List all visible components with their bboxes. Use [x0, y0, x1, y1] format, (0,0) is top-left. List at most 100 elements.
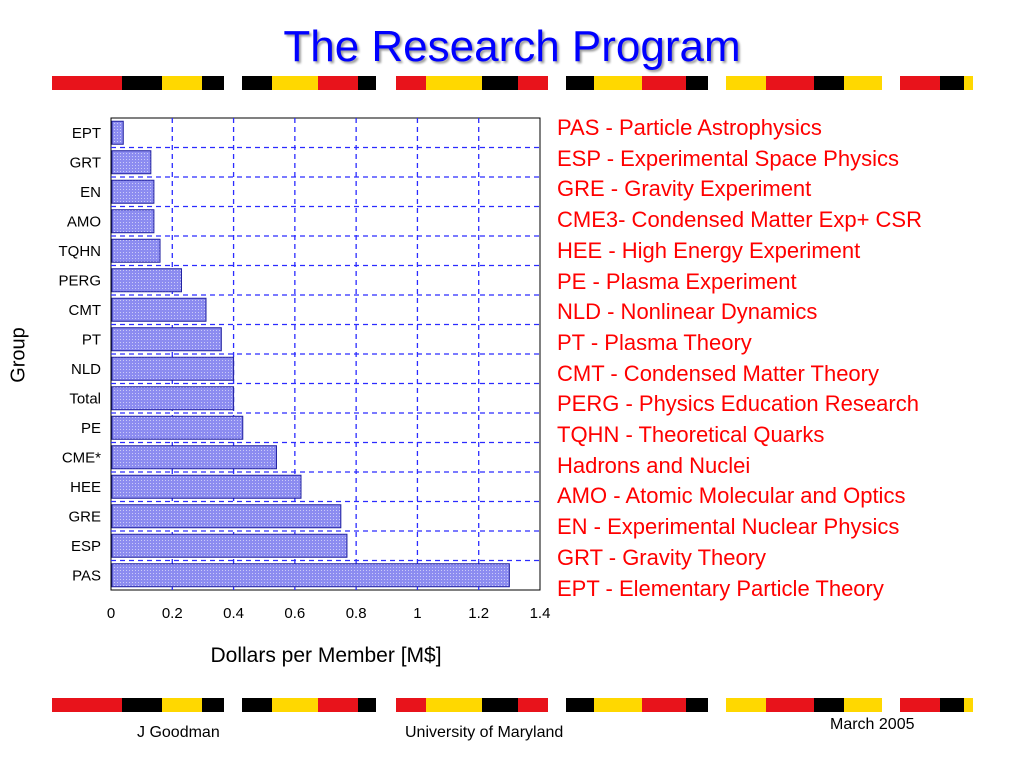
band-segment: [426, 698, 482, 712]
band-segment: [272, 698, 318, 712]
band-segment: [426, 76, 482, 90]
footer-organization: University of Maryland: [405, 724, 564, 741]
band-segment: [52, 76, 122, 90]
band-segment: [708, 76, 726, 90]
bar: [111, 504, 342, 529]
band-segment: [900, 698, 940, 712]
legend-entry: EPT - Elementary Particle Theory: [557, 575, 884, 601]
band-segment: [726, 698, 766, 712]
band-segment: [964, 698, 973, 712]
x-tick-label: 1: [413, 605, 421, 622]
x-tick-label: 0.6: [284, 605, 305, 622]
band-segment: [686, 76, 708, 90]
category-label: PERG: [58, 272, 101, 289]
legend-entry: PERG - Physics Education Research: [557, 391, 919, 417]
band-segment: [242, 76, 272, 90]
legend-entry: NLD - Nonlinear Dynamics: [557, 299, 818, 325]
band-segment: [964, 76, 973, 90]
band-segment: [686, 698, 708, 712]
x-tick-label: 1.4: [530, 605, 551, 622]
band-segment: [52, 698, 122, 712]
category-label: EPT: [72, 125, 101, 142]
legend-entry: EN - Experimental Nuclear Physics: [557, 514, 900, 540]
band-segment: [224, 698, 242, 712]
bar: [111, 533, 348, 558]
x-tick-label: 1.2: [468, 605, 489, 622]
footer-author: J Goodman: [137, 724, 220, 741]
band-segment: [318, 76, 358, 90]
band-segment: [548, 698, 566, 712]
category-label: EN: [80, 184, 101, 201]
band-segment: [548, 76, 566, 90]
category-label: NLD: [71, 361, 101, 378]
band-segment: [376, 698, 396, 712]
category-label: GRT: [70, 154, 101, 171]
category-label: CMT: [69, 302, 102, 319]
legend-entry: HEE - High Energy Experiment: [557, 237, 861, 263]
bar: [111, 327, 222, 352]
band-segment: [900, 76, 940, 90]
band-segment: [882, 698, 900, 712]
bar: [111, 563, 510, 588]
band-segment: [358, 698, 376, 712]
band-segment: [518, 698, 548, 712]
band-segment: [396, 76, 426, 90]
legend-entry: GRE - Gravity Experiment: [557, 176, 812, 202]
bar: [111, 474, 302, 499]
bar: [111, 386, 235, 411]
band-segment: [940, 698, 964, 712]
legend-entry: Hadrons and Nuclei: [557, 452, 751, 478]
legend-entry: CME3- Condensed Matter Exp+ CSR: [557, 207, 922, 233]
group-legend: PAS - Particle Astrophysics ESP - Experim…: [557, 113, 922, 604]
band-segment: [122, 698, 162, 712]
decorative-band-top: [52, 76, 973, 90]
band-segment: [358, 76, 376, 90]
legend-entry: AMO - Atomic Molecular and Optics: [557, 483, 906, 509]
category-label: GRE: [68, 508, 101, 525]
x-tick-label: 0: [107, 605, 115, 622]
bar: [111, 179, 155, 204]
x-axis-label: Dollars per Member [M$]: [210, 644, 442, 667]
legend-entry: CMT - Condensed Matter Theory: [557, 360, 879, 386]
band-segment: [844, 698, 882, 712]
band-segment: [814, 76, 844, 90]
category-label: PE: [81, 420, 101, 437]
category-label: ESP: [71, 538, 101, 555]
band-segment: [518, 76, 548, 90]
band-segment: [162, 698, 202, 712]
band-segment: [566, 698, 594, 712]
legend-entry: PT - Plasma Theory: [557, 329, 752, 355]
band-segment: [482, 76, 518, 90]
y-axis-label: Group: [7, 327, 30, 383]
category-label: PT: [82, 331, 101, 348]
bar: [111, 268, 182, 293]
band-segment: [272, 76, 318, 90]
bar: [111, 445, 277, 470]
x-tick-label: 0.8: [346, 605, 367, 622]
category-label: AMO: [67, 213, 101, 230]
band-segment: [122, 76, 162, 90]
slide-title: The Research Program: [283, 22, 741, 71]
band-segment: [642, 698, 686, 712]
band-segment: [396, 698, 426, 712]
x-tick-label: 0.4: [223, 605, 244, 622]
band-segment: [726, 76, 766, 90]
bar: [111, 120, 124, 145]
band-segment: [766, 698, 814, 712]
band-segment: [766, 76, 814, 90]
band-segment: [882, 76, 900, 90]
legend-entry: TQHN - Theoretical Quarks: [557, 422, 825, 448]
bar: [111, 238, 161, 263]
band-segment: [376, 76, 396, 90]
decorative-band-bottom: [52, 698, 973, 712]
band-segment: [566, 76, 594, 90]
bar: [111, 297, 207, 322]
legend-entry: GRT - Gravity Theory: [557, 544, 767, 570]
x-tick-label: 0.2: [162, 605, 183, 622]
legend-entry: PE - Plasma Experiment: [557, 268, 797, 294]
category-label: Total: [69, 390, 101, 407]
band-segment: [594, 76, 642, 90]
band-segment: [162, 76, 202, 90]
category-label: PAS: [72, 567, 101, 584]
